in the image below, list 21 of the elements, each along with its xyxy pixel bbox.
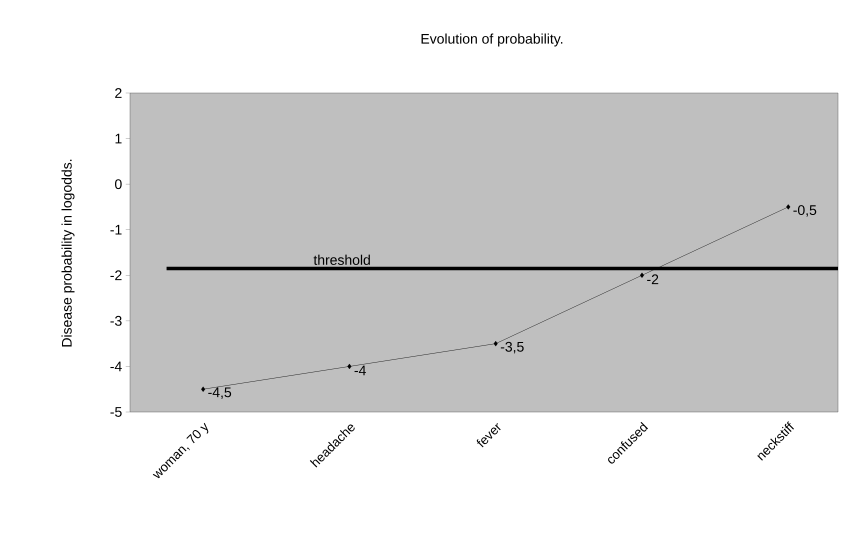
- point: [786, 204, 790, 210]
- y-tick-label: -1: [110, 224, 122, 235]
- y-tick-label: 0: [115, 179, 122, 190]
- point: [494, 340, 498, 346]
- point: [640, 272, 644, 278]
- data-label: -0,5: [793, 205, 816, 217]
- point: [347, 364, 352, 370]
- chart-title: Evolution of probability.: [422, 33, 562, 46]
- data-label: -2: [647, 274, 658, 284]
- y-tick-label: -3: [110, 316, 122, 326]
- y-axis-title: Disease probability in logodds.: [62, 160, 74, 346]
- y-tick-label: -5: [110, 407, 122, 417]
- data-label: -4: [354, 366, 366, 376]
- ref-line-label: threshold: [314, 254, 370, 265]
- point: [201, 386, 206, 392]
- y-tick-label: 1: [116, 134, 122, 144]
- y-tick-label: -4: [110, 362, 122, 372]
- y-tick-label: -2: [110, 270, 122, 280]
- y-tick-label: 2: [115, 88, 122, 98]
- data-label: -3,5: [500, 342, 524, 354]
- data-label: -4,5: [208, 388, 232, 399]
